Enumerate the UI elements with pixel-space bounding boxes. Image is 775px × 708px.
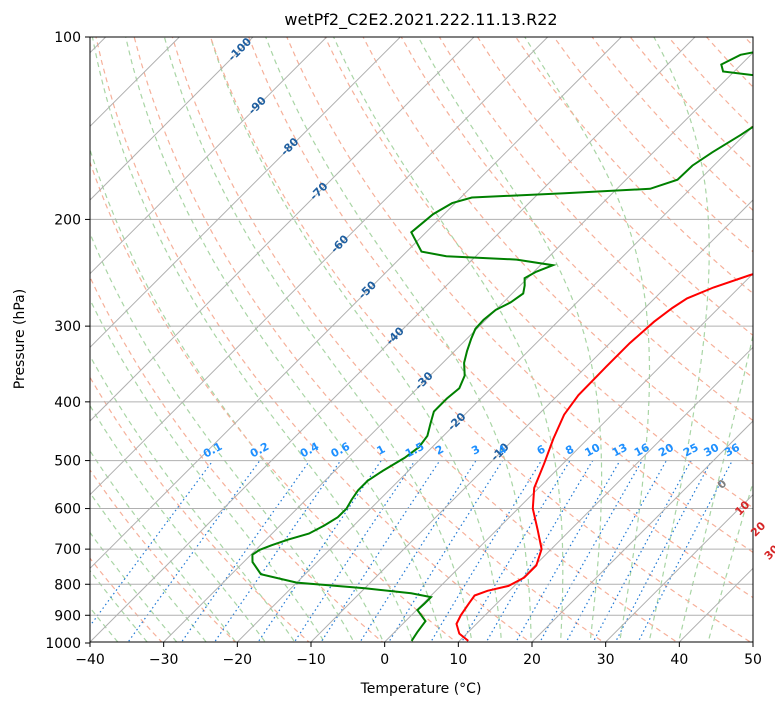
isotherm-line	[236, 125, 753, 642]
dry-adiabat-label: 40	[774, 564, 775, 584]
dry-adiabat-line	[90, 160, 458, 642]
moist-adiabat-line	[90, 449, 237, 642]
sounding-line	[455, 273, 753, 642]
mixing-ratio-label: 20	[656, 441, 676, 460]
moist-adiabat-line	[265, 37, 532, 642]
mixing-ratio-line	[460, 460, 571, 642]
mixing-ratio-line	[293, 460, 416, 642]
isotherm-line	[383, 272, 753, 642]
isotherm-line	[162, 51, 753, 642]
moist-adiabat-line	[90, 231, 355, 642]
moist-adiabat-line	[90, 569, 148, 642]
y-tick-label: 100	[54, 30, 81, 46]
moist-adiabat-line	[678, 332, 753, 642]
y-axis-label: Pressure (hPa)	[12, 289, 28, 389]
sounding-line	[251, 51, 753, 642]
x-tick-label: 10	[449, 652, 467, 668]
dry-adiabat-line	[209, 37, 752, 642]
mixing-ratio-label: 10	[583, 441, 603, 460]
mixing-ratio-line	[592, 460, 692, 642]
y-tick-label: 300	[54, 319, 81, 335]
isotherm-line	[531, 420, 753, 642]
isotherm-line	[90, 37, 328, 275]
y-tick-label: 600	[54, 502, 81, 518]
mixing-ratio-label: 36	[722, 441, 742, 460]
mixing-ratio-label: 25	[681, 441, 701, 460]
isotherm-line	[90, 37, 475, 422]
isotherm-line	[90, 37, 549, 496]
series-lines	[251, 51, 753, 642]
isotherm-line	[90, 37, 696, 642]
y-tick-label: 500	[54, 454, 81, 470]
y-tick-label: 200	[54, 212, 81, 228]
moist-adiabat-line	[90, 531, 178, 642]
y-tick-label: 400	[54, 395, 81, 411]
moist-adiabat-line	[90, 491, 207, 642]
isotherm-line	[604, 493, 753, 642]
x-tick-label: −10	[296, 652, 326, 668]
x-axis-label: Temperature (°C)	[360, 681, 482, 697]
mixing-ratio-label: 16	[632, 441, 652, 460]
moist-adiabats	[90, 37, 753, 642]
plot-area: -100-90-80-70-60-50-40-30-20-10	[90, 37, 753, 642]
plot-frame	[89, 36, 754, 643]
moist-adiabat-line	[125, 37, 444, 642]
isotherm-line	[457, 346, 753, 642]
moist-adiabat-line	[90, 147, 384, 642]
moist-adiabat-line	[91, 37, 414, 642]
x-tick-label: −30	[149, 652, 179, 668]
x-tick-label: 0	[380, 652, 389, 668]
mixing-ratio-line	[430, 460, 542, 642]
mixing-ratio-label: 13	[610, 441, 630, 460]
moist-adiabat-line	[90, 354, 296, 642]
mixing-ratio-line	[90, 460, 214, 627]
isotherm-line	[90, 37, 401, 349]
moist-adiabat-line	[209, 37, 503, 642]
isotherm-line	[90, 37, 254, 201]
mixing-ratio-label: 30	[702, 441, 722, 460]
x-tick-label: 30	[597, 652, 615, 668]
dry-adiabat-line	[438, 37, 753, 379]
moist-adiabat-line	[90, 606, 119, 642]
mixing-ratio-line	[320, 460, 441, 642]
moist-adiabat-line	[90, 404, 266, 642]
x-tick-label: −20	[223, 652, 253, 668]
mixing-ratio-line	[180, 460, 311, 642]
x-tick-label: −40	[75, 652, 105, 668]
dry-adiabat-line	[324, 37, 753, 509]
dry-adiabat-line	[90, 376, 310, 642]
mixing-ratio-line	[539, 460, 643, 642]
dry-adiabat-line	[90, 557, 163, 642]
y-tick-label: 800	[54, 577, 81, 593]
moist-adiabat-line	[707, 480, 753, 642]
mixing-ratio-line	[485, 460, 594, 642]
y-tick-label: 1000	[45, 636, 81, 652]
dry-adiabat-line	[133, 37, 605, 642]
y-axis-ticks: 1000 900 800 700 600 500 400 300 200 100	[45, 30, 90, 652]
isotherm-line	[90, 37, 622, 570]
isotherm-line	[310, 199, 753, 642]
mixing-ratio-line	[565, 460, 667, 642]
dry-adiabat-line	[248, 37, 753, 599]
dry-adiabat-line	[95, 37, 531, 642]
y-tick-label: 700	[54, 542, 81, 558]
y-tick-label: 900	[54, 608, 81, 624]
x-tick-label: 40	[670, 652, 688, 668]
x-tick-label: 20	[523, 652, 541, 668]
chart-title: wetPf2_C2E2.2021.222.11.13.R22	[284, 10, 557, 30]
moist-adiabat-line	[524, 37, 651, 642]
isobars	[90, 37, 753, 616]
mixing-ratio-line	[359, 460, 477, 642]
x-axis-ticks: −40 −30 −20 −10 0 10 20 30 40 50	[75, 642, 762, 668]
x-tick-label: 50	[744, 652, 762, 668]
isotherms	[90, 37, 753, 642]
mixing-ratio-line	[515, 460, 621, 642]
